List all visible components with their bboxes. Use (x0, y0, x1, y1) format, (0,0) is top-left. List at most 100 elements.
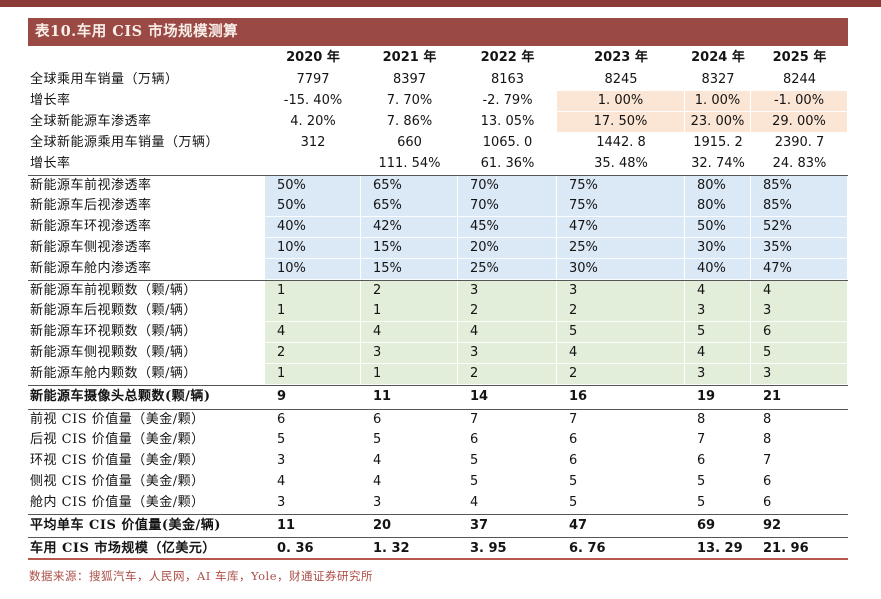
cell-value: 7. 70% (386, 93, 433, 108)
cell-value: 5 (277, 432, 286, 447)
cell-value: 40% (685, 259, 751, 280)
cell-value: 5 (569, 474, 578, 489)
cell-value: 13. 05% (480, 114, 535, 129)
cell-value: 15% (361, 238, 458, 259)
table-row: 环视 CIS 价值量（美金/颗） 3 4 5 6 6 7 (28, 451, 848, 472)
cell-value: -2. 79% (482, 93, 533, 108)
cell-value: 5 (697, 495, 706, 510)
cell-value: 3 (277, 495, 286, 510)
table-row: 新能源车环视渗透率 40% 42% 45% 47% 50% 52% (28, 217, 848, 238)
cell-value: 16 (569, 389, 588, 404)
row-label: 新能源车侧视颗数（颗/辆） (30, 345, 197, 360)
cell-value: 8 (763, 412, 772, 427)
cell-value: -15. 40% (283, 93, 343, 108)
cell-value: 69 (697, 518, 716, 533)
cell-value: 24. 83% (772, 156, 827, 171)
cell-value: 6 (763, 495, 772, 510)
cell-value: 85% (751, 176, 848, 197)
table-row: 新能源车后视渗透率 50% 65% 70% 75% 80% 85% (28, 196, 848, 217)
cell-value: 32. 74% (691, 156, 745, 171)
cell-value: 1 (361, 301, 458, 322)
cell-value: 65% (361, 196, 458, 217)
cell-value: 30% (557, 259, 685, 280)
row-label: 全球乘用车销量（万辆） (30, 72, 179, 87)
cell-value: 1. 32 (373, 541, 410, 556)
cell-value: 6. 76 (569, 541, 606, 556)
cell-value: 5 (557, 322, 685, 343)
cell-value: 20 (373, 518, 392, 533)
cell-value: 6 (569, 453, 578, 468)
cell-value: 8 (697, 412, 706, 427)
cell-value: 80% (685, 176, 751, 197)
cell-value: 7797 (296, 72, 330, 87)
cell-value: 70% (458, 176, 557, 197)
cell-value: 1 (361, 364, 458, 385)
table-row: 舱内 CIS 价值量（美金/颗） 3 3 4 5 5 6 (28, 493, 848, 514)
cell-value: 11 (373, 389, 392, 404)
cell-value: 3. 95 (470, 541, 507, 556)
cell-value: 42% (361, 217, 458, 238)
market-table-body: 全球乘用车销量（万辆） 7797 8397 8163 8245 8327 8244 增长率 -1… (28, 70, 848, 560)
cell-value: 52% (751, 217, 848, 238)
row-label: 新能源车前视颗数（颗/辆） (30, 283, 197, 298)
table-row: 全球新能源乘用车销量（万辆） 312 660 1065. 0 1442. 8 1915. … (28, 133, 848, 154)
table-row: 车用 CIS 市场规模（亿美元） 0. 36 1. 32 3. 95 6. 76 13. … (28, 537, 848, 560)
table-row: 全球乘用车销量（万辆） 7797 8397 8163 8245 8327 8244 (28, 70, 848, 91)
cell-value: 111. 54% (378, 156, 441, 171)
table-header-row: 2020 年 2021 年 2022 年 2023 年 2024 年 2025 … (28, 46, 848, 70)
cell-value: 7. 86% (386, 114, 433, 129)
row-label: 全球新能源乘用车销量（万辆） (30, 135, 220, 150)
cell-value: 8397 (392, 72, 427, 87)
cell-value: 20% (458, 238, 557, 259)
cell-value: 2 (458, 364, 557, 385)
cell-value: 8 (763, 432, 772, 447)
cell-value: 9 (277, 389, 287, 404)
cell-value: 5 (697, 474, 706, 489)
row-label: 侧视 CIS 价值量（美金/颗） (30, 474, 205, 489)
column-header-2020: 2020 年 (286, 50, 340, 65)
cell-value: 312 (300, 135, 326, 150)
cell-value: -1. 00% (751, 91, 848, 112)
row-label: 新能源车前视渗透率 (30, 178, 152, 193)
row-label: 前视 CIS 价值量（美金/颗） (30, 412, 205, 427)
cell-value: 1065. 0 (482, 135, 533, 150)
cell-value: 3 (751, 364, 848, 385)
cell-value: 2 (265, 343, 361, 364)
table-row: 全球新能源车渗透率 4. 20% 7. 86% 13. 05% 17. 50% 23. 0… (28, 112, 848, 133)
cell-value: 5 (751, 343, 848, 364)
cell-value: 2 (458, 301, 557, 322)
cell-value: 1442. 8 (596, 135, 646, 150)
header-label-spacer (28, 46, 265, 70)
cell-value: 10% (265, 238, 361, 259)
table-row: 新能源车侧视颗数（颗/辆） 2 3 3 4 4 5 (28, 343, 848, 364)
cell-value: 1 (265, 301, 361, 322)
cell-value: 3 (751, 301, 848, 322)
cell-value: 4 (685, 343, 751, 364)
cell-value: 35% (751, 238, 848, 259)
cell-value: 92 (763, 518, 782, 533)
cell-value: 4 (277, 474, 286, 489)
row-label: 全球新能源车渗透率 (30, 114, 152, 129)
cell-value: 3 (373, 495, 382, 510)
cell-value: 80% (685, 196, 751, 217)
cell-value: 7 (763, 453, 772, 468)
market-size-table: 表10.车用 CIS 市场规模测算 2020 年 2021 年 2022 年 2… (28, 18, 848, 584)
cell-value: 1. 00% (557, 91, 685, 112)
cell-value: 14 (470, 389, 489, 404)
cell-value: 4. 20% (290, 114, 336, 129)
cell-value: 4 (373, 453, 382, 468)
cell-value: 10% (265, 259, 361, 280)
row-label: 新能源车环视颗数（颗/辆） (30, 324, 197, 339)
cell-value (265, 154, 361, 175)
cell-value: 6 (470, 432, 479, 447)
cell-value: 4 (373, 474, 382, 489)
row-label: 增长率 (30, 156, 71, 171)
cell-value: 8163 (490, 72, 525, 87)
row-label: 平均单车 CIS 价值量(美金/辆) (30, 518, 221, 533)
cell-value: 6 (751, 322, 848, 343)
cell-value: 3 (685, 364, 751, 385)
row-label: 环视 CIS 价值量（美金/颗） (30, 453, 205, 468)
cell-value: 0. 36 (277, 541, 314, 556)
cell-value: 37 (470, 518, 489, 533)
cell-value: 30% (685, 238, 751, 259)
